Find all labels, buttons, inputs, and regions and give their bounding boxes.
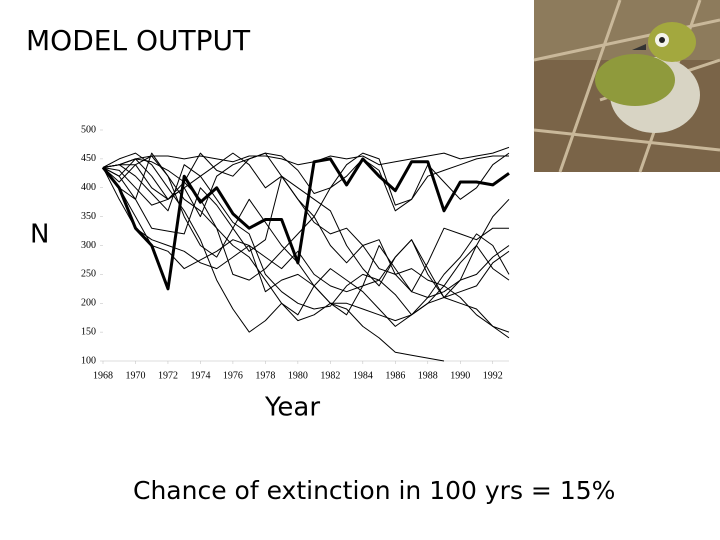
- x-tick-label: 1982: [320, 370, 340, 381]
- y-tick-label: 300: [81, 240, 96, 251]
- y-axis-label: N: [30, 220, 49, 250]
- x-tick-label: 1980: [288, 370, 308, 381]
- series-line: [102, 158, 509, 293]
- x-tick-label: 1978: [255, 370, 275, 381]
- y-tick-label: 150: [81, 326, 96, 337]
- y-tick-label: 200: [81, 298, 96, 309]
- x-tick-label: 1984: [353, 370, 373, 381]
- x-tick-label: 1988: [418, 370, 438, 381]
- series-line: [102, 167, 510, 339]
- x-tick-label: 1968: [93, 370, 113, 381]
- x-tick-label: 1974: [190, 370, 210, 381]
- series-line: [102, 146, 510, 168]
- y-tick-label: 450: [81, 153, 96, 164]
- series-line: [101, 157, 510, 291]
- x-tick-label: 1970: [125, 370, 145, 381]
- series-line: [102, 152, 510, 333]
- series-line: [102, 164, 510, 316]
- series-line: [102, 152, 510, 316]
- x-tick-label: 1992: [483, 370, 503, 381]
- series-line: [102, 167, 510, 298]
- x-tick-label: 1986: [385, 370, 405, 381]
- x-axis-label: Year: [264, 393, 320, 423]
- slide-title: MODEL OUTPUT: [26, 24, 251, 57]
- y-tick-label: 250: [81, 269, 96, 280]
- bird-photo: [533, 0, 720, 173]
- series-line: [102, 152, 510, 333]
- x-tick-label: 1990: [450, 370, 470, 381]
- x-tick-label: 1972: [158, 370, 178, 381]
- y-tick-label: 500: [81, 124, 96, 135]
- y-tick-label: 100: [81, 355, 96, 366]
- y-tick-label: 400: [81, 182, 96, 193]
- x-tick-label: 1976: [223, 370, 243, 381]
- y-tick-label: 350: [81, 211, 96, 222]
- annotation: Chance of extinction in 100 yrs = 15%: [133, 476, 615, 505]
